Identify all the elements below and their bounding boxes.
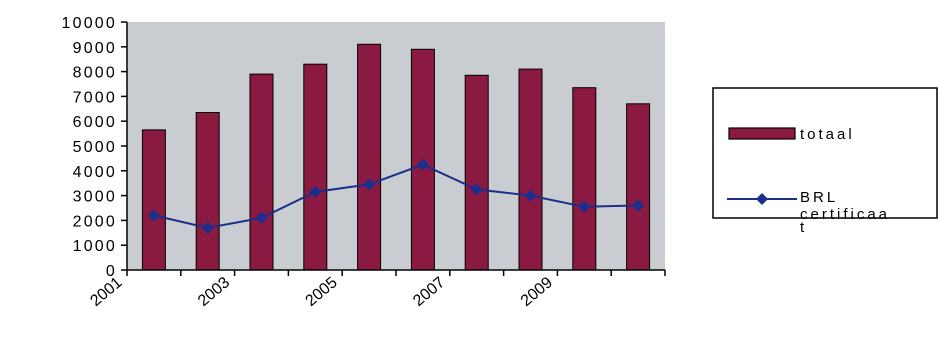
bar-2003 xyxy=(249,73,274,271)
bar-2001 xyxy=(141,129,166,271)
bar-2007 xyxy=(464,74,489,271)
y-tick-label-8000: 8000 xyxy=(73,65,117,82)
y-tick-label-5000: 5000 xyxy=(73,139,117,156)
bar-2010 xyxy=(626,103,651,271)
y-tick-label-4000: 4000 xyxy=(73,164,117,181)
bar-2009 xyxy=(572,87,597,271)
x-tick-label-2005: 2005 xyxy=(303,274,341,310)
legend-totaal-label: totaal xyxy=(800,126,855,143)
brl-point-2007 xyxy=(470,183,483,196)
y-tick-label-2000: 2000 xyxy=(73,213,117,230)
bar-2004 xyxy=(303,63,328,271)
brl-point-2005 xyxy=(363,178,376,191)
x-tick-label-2009: 2009 xyxy=(518,274,556,310)
brl-point-2008 xyxy=(524,189,537,202)
brl-point-2004 xyxy=(309,185,322,198)
x-tick-label-2003: 2003 xyxy=(195,274,233,310)
x-tick-labels: 2001 2003 2005 2007 2009 xyxy=(87,274,556,310)
y-tick-label-7000: 7000 xyxy=(73,89,117,106)
brl-certificaat-line xyxy=(153,163,639,229)
y-tick-label-1000: 1000 xyxy=(73,238,117,255)
bar-2005 xyxy=(357,43,382,271)
bar-2008 xyxy=(518,68,543,271)
brl-point-2009 xyxy=(578,200,591,213)
y-tick-label-6000: 6000 xyxy=(73,114,117,131)
legend: totaal BRL certificaa t xyxy=(712,87,938,236)
bars-layer xyxy=(141,43,651,271)
y-tick-labels: 0 1000 2000 3000 4000 5000 6000 7000 8000 9000 100… xyxy=(62,15,118,280)
legend-box xyxy=(712,87,938,219)
brl-point-2001 xyxy=(147,209,160,222)
bar-2002 xyxy=(195,112,220,271)
brl-point-2006 xyxy=(416,158,429,171)
legend-brl-label-line2: certificaa xyxy=(800,206,890,223)
legend-totaal-swatch xyxy=(728,127,796,140)
line-layer xyxy=(147,158,645,234)
brl-point-2003 xyxy=(255,211,268,224)
brl-point-2002 xyxy=(201,221,214,234)
y-tick-label-0: 0 xyxy=(106,263,117,280)
legend-brl-marker xyxy=(756,193,768,205)
y-tick-label-3000: 3000 xyxy=(73,189,117,206)
brl-point-2010 xyxy=(632,199,645,212)
y-tick-label-10000: 10000 xyxy=(62,15,118,32)
legend-brl-label-line1: BRL xyxy=(800,189,838,206)
y-tick-label-9000: 9000 xyxy=(73,40,117,57)
x-tick-label-2007: 2007 xyxy=(410,274,448,310)
legend-brl-label-line3: t xyxy=(800,219,807,236)
axes-layer xyxy=(121,21,666,276)
